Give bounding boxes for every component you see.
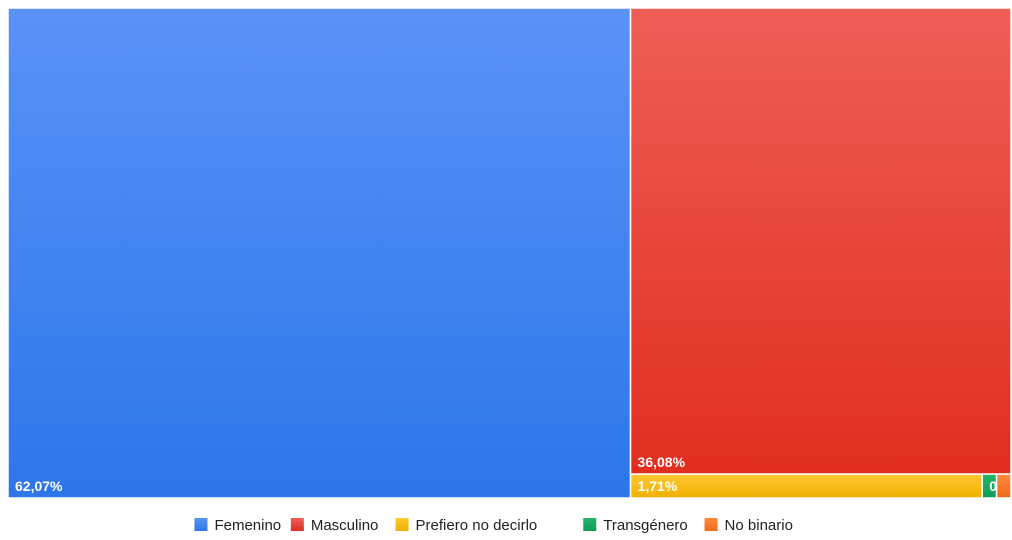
tile-label-femenino: 62,07% [15,478,63,494]
tile-label-masculino: 36,08% [638,454,686,470]
legend-swatch-masculino [290,518,304,531]
tile-label-prefiero-no-decirlo: 1,71% [638,478,678,494]
legend-swatch-no-binario [704,518,718,531]
tile-no-binario [995,473,1012,499]
treemap-tiles: 62,07%36,08%1,71%0... [7,7,1012,499]
tile-prefiero-no-decirlo [629,473,983,499]
legend-swatch-femenino [194,518,208,531]
legend-label-transgenero: Transgénero [603,517,688,534]
legend-swatch-transgenero [583,518,597,531]
chart-legend: Femenino Masculino Prefiero no decirlo Tran… [194,517,793,534]
legend-label-prefiero-no-decirlo: Prefiero no decirlo [416,517,538,534]
tile-femenino [7,7,632,499]
legend-swatch-prefiero-no-decirlo [395,518,409,531]
legend-label-femenino: Femenino [214,517,281,534]
legend-label-no-binario: No binario [725,517,793,534]
legend-label-masculino: Masculino [311,517,379,534]
tile-masculino [629,7,1012,475]
